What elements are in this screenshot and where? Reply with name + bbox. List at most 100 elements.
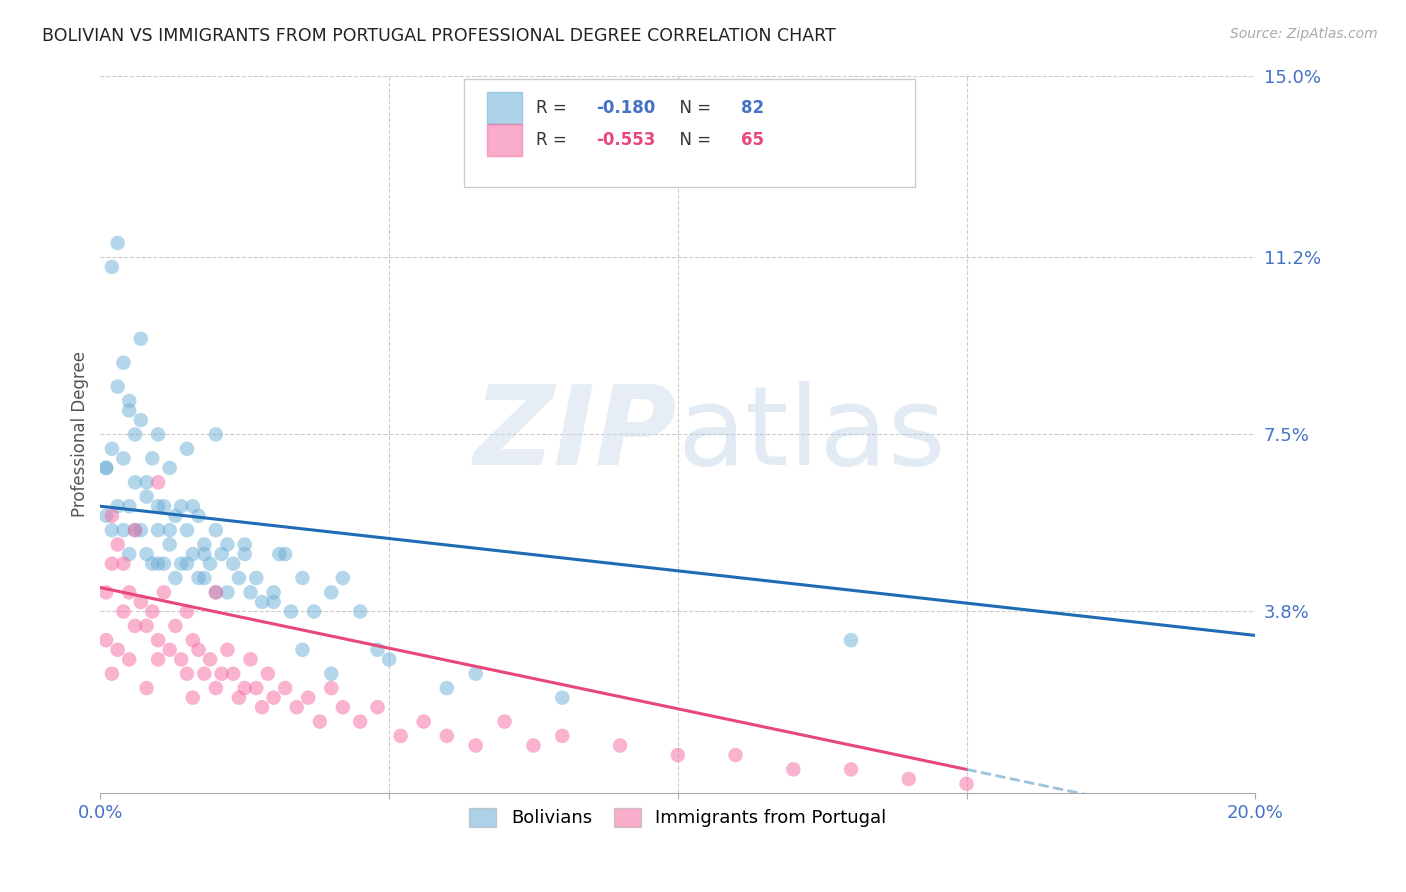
Point: [724, 747, 747, 762]
Point: [321, 585, 343, 599]
Point: [205, 585, 228, 599]
Point: [321, 666, 343, 681]
Point: [94, 461, 117, 475]
Point: [135, 475, 157, 490]
Point: [118, 393, 141, 408]
Text: -0.180: -0.180: [596, 99, 655, 117]
Point: [153, 557, 176, 571]
Point: [239, 652, 262, 666]
Point: [222, 666, 245, 681]
Point: [141, 557, 163, 571]
Text: -0.553: -0.553: [596, 131, 655, 149]
Point: [129, 523, 152, 537]
Point: [107, 500, 129, 514]
Point: [146, 475, 169, 490]
Point: [291, 571, 314, 585]
Point: [170, 500, 193, 514]
Point: [551, 690, 574, 705]
Point: [211, 547, 233, 561]
Point: [101, 557, 124, 571]
Point: [955, 777, 977, 791]
Point: [228, 571, 250, 585]
Point: [222, 557, 245, 571]
Point: [135, 547, 157, 561]
Point: [250, 700, 273, 714]
Point: [170, 652, 193, 666]
Point: [256, 666, 278, 681]
Text: N =: N =: [669, 131, 716, 149]
Point: [269, 547, 291, 561]
Point: [153, 500, 176, 514]
Point: [146, 557, 169, 571]
Point: [239, 585, 262, 599]
FancyBboxPatch shape: [464, 79, 914, 186]
Point: [551, 729, 574, 743]
Point: [146, 633, 169, 648]
Point: [250, 595, 273, 609]
Point: [146, 652, 169, 666]
FancyBboxPatch shape: [488, 92, 522, 124]
Point: [101, 260, 124, 274]
Text: 82: 82: [741, 99, 765, 117]
Point: [233, 537, 256, 551]
Point: [308, 714, 330, 729]
Point: [233, 681, 256, 695]
Point: [897, 772, 920, 786]
Point: [302, 605, 325, 619]
Point: [367, 642, 389, 657]
Point: [124, 475, 146, 490]
Point: [193, 547, 215, 561]
Point: [112, 356, 135, 370]
Point: [124, 427, 146, 442]
Point: [181, 547, 204, 561]
Point: [187, 642, 209, 657]
Text: BOLIVIAN VS IMMIGRANTS FROM PORTUGAL PROFESSIONAL DEGREE CORRELATION CHART: BOLIVIAN VS IMMIGRANTS FROM PORTUGAL PRO…: [42, 27, 837, 45]
Point: [332, 700, 354, 714]
Text: R =: R =: [536, 99, 572, 117]
Point: [146, 500, 169, 514]
Point: [205, 681, 228, 695]
Point: [176, 666, 198, 681]
Point: [228, 690, 250, 705]
Point: [118, 585, 141, 599]
Point: [135, 490, 157, 504]
Point: [245, 681, 267, 695]
Point: [217, 585, 239, 599]
Point: [101, 508, 124, 523]
Point: [332, 571, 354, 585]
Point: [107, 537, 129, 551]
Text: ZIP: ZIP: [474, 381, 678, 488]
Point: [165, 619, 187, 633]
Point: [193, 571, 215, 585]
Point: [146, 523, 169, 537]
Point: [94, 461, 117, 475]
Point: [135, 619, 157, 633]
Point: [101, 442, 124, 456]
Text: Source: ZipAtlas.com: Source: ZipAtlas.com: [1230, 27, 1378, 41]
Point: [107, 642, 129, 657]
Point: [176, 557, 198, 571]
Point: [112, 523, 135, 537]
Point: [129, 332, 152, 346]
FancyBboxPatch shape: [488, 124, 522, 156]
Point: [211, 666, 233, 681]
Point: [839, 763, 862, 777]
Legend: Bolivians, Immigrants from Portugal: Bolivians, Immigrants from Portugal: [463, 801, 894, 835]
Point: [176, 442, 198, 456]
Point: [217, 642, 239, 657]
Point: [141, 451, 163, 466]
Point: [187, 571, 209, 585]
Point: [94, 508, 117, 523]
Point: [107, 235, 129, 250]
Point: [263, 585, 285, 599]
Point: [666, 747, 689, 762]
Point: [609, 739, 631, 753]
Point: [135, 681, 157, 695]
Point: [274, 681, 297, 695]
Point: [129, 595, 152, 609]
Point: [349, 714, 371, 729]
Point: [464, 666, 486, 681]
Point: [280, 605, 302, 619]
Point: [321, 681, 343, 695]
Text: 65: 65: [741, 131, 765, 149]
